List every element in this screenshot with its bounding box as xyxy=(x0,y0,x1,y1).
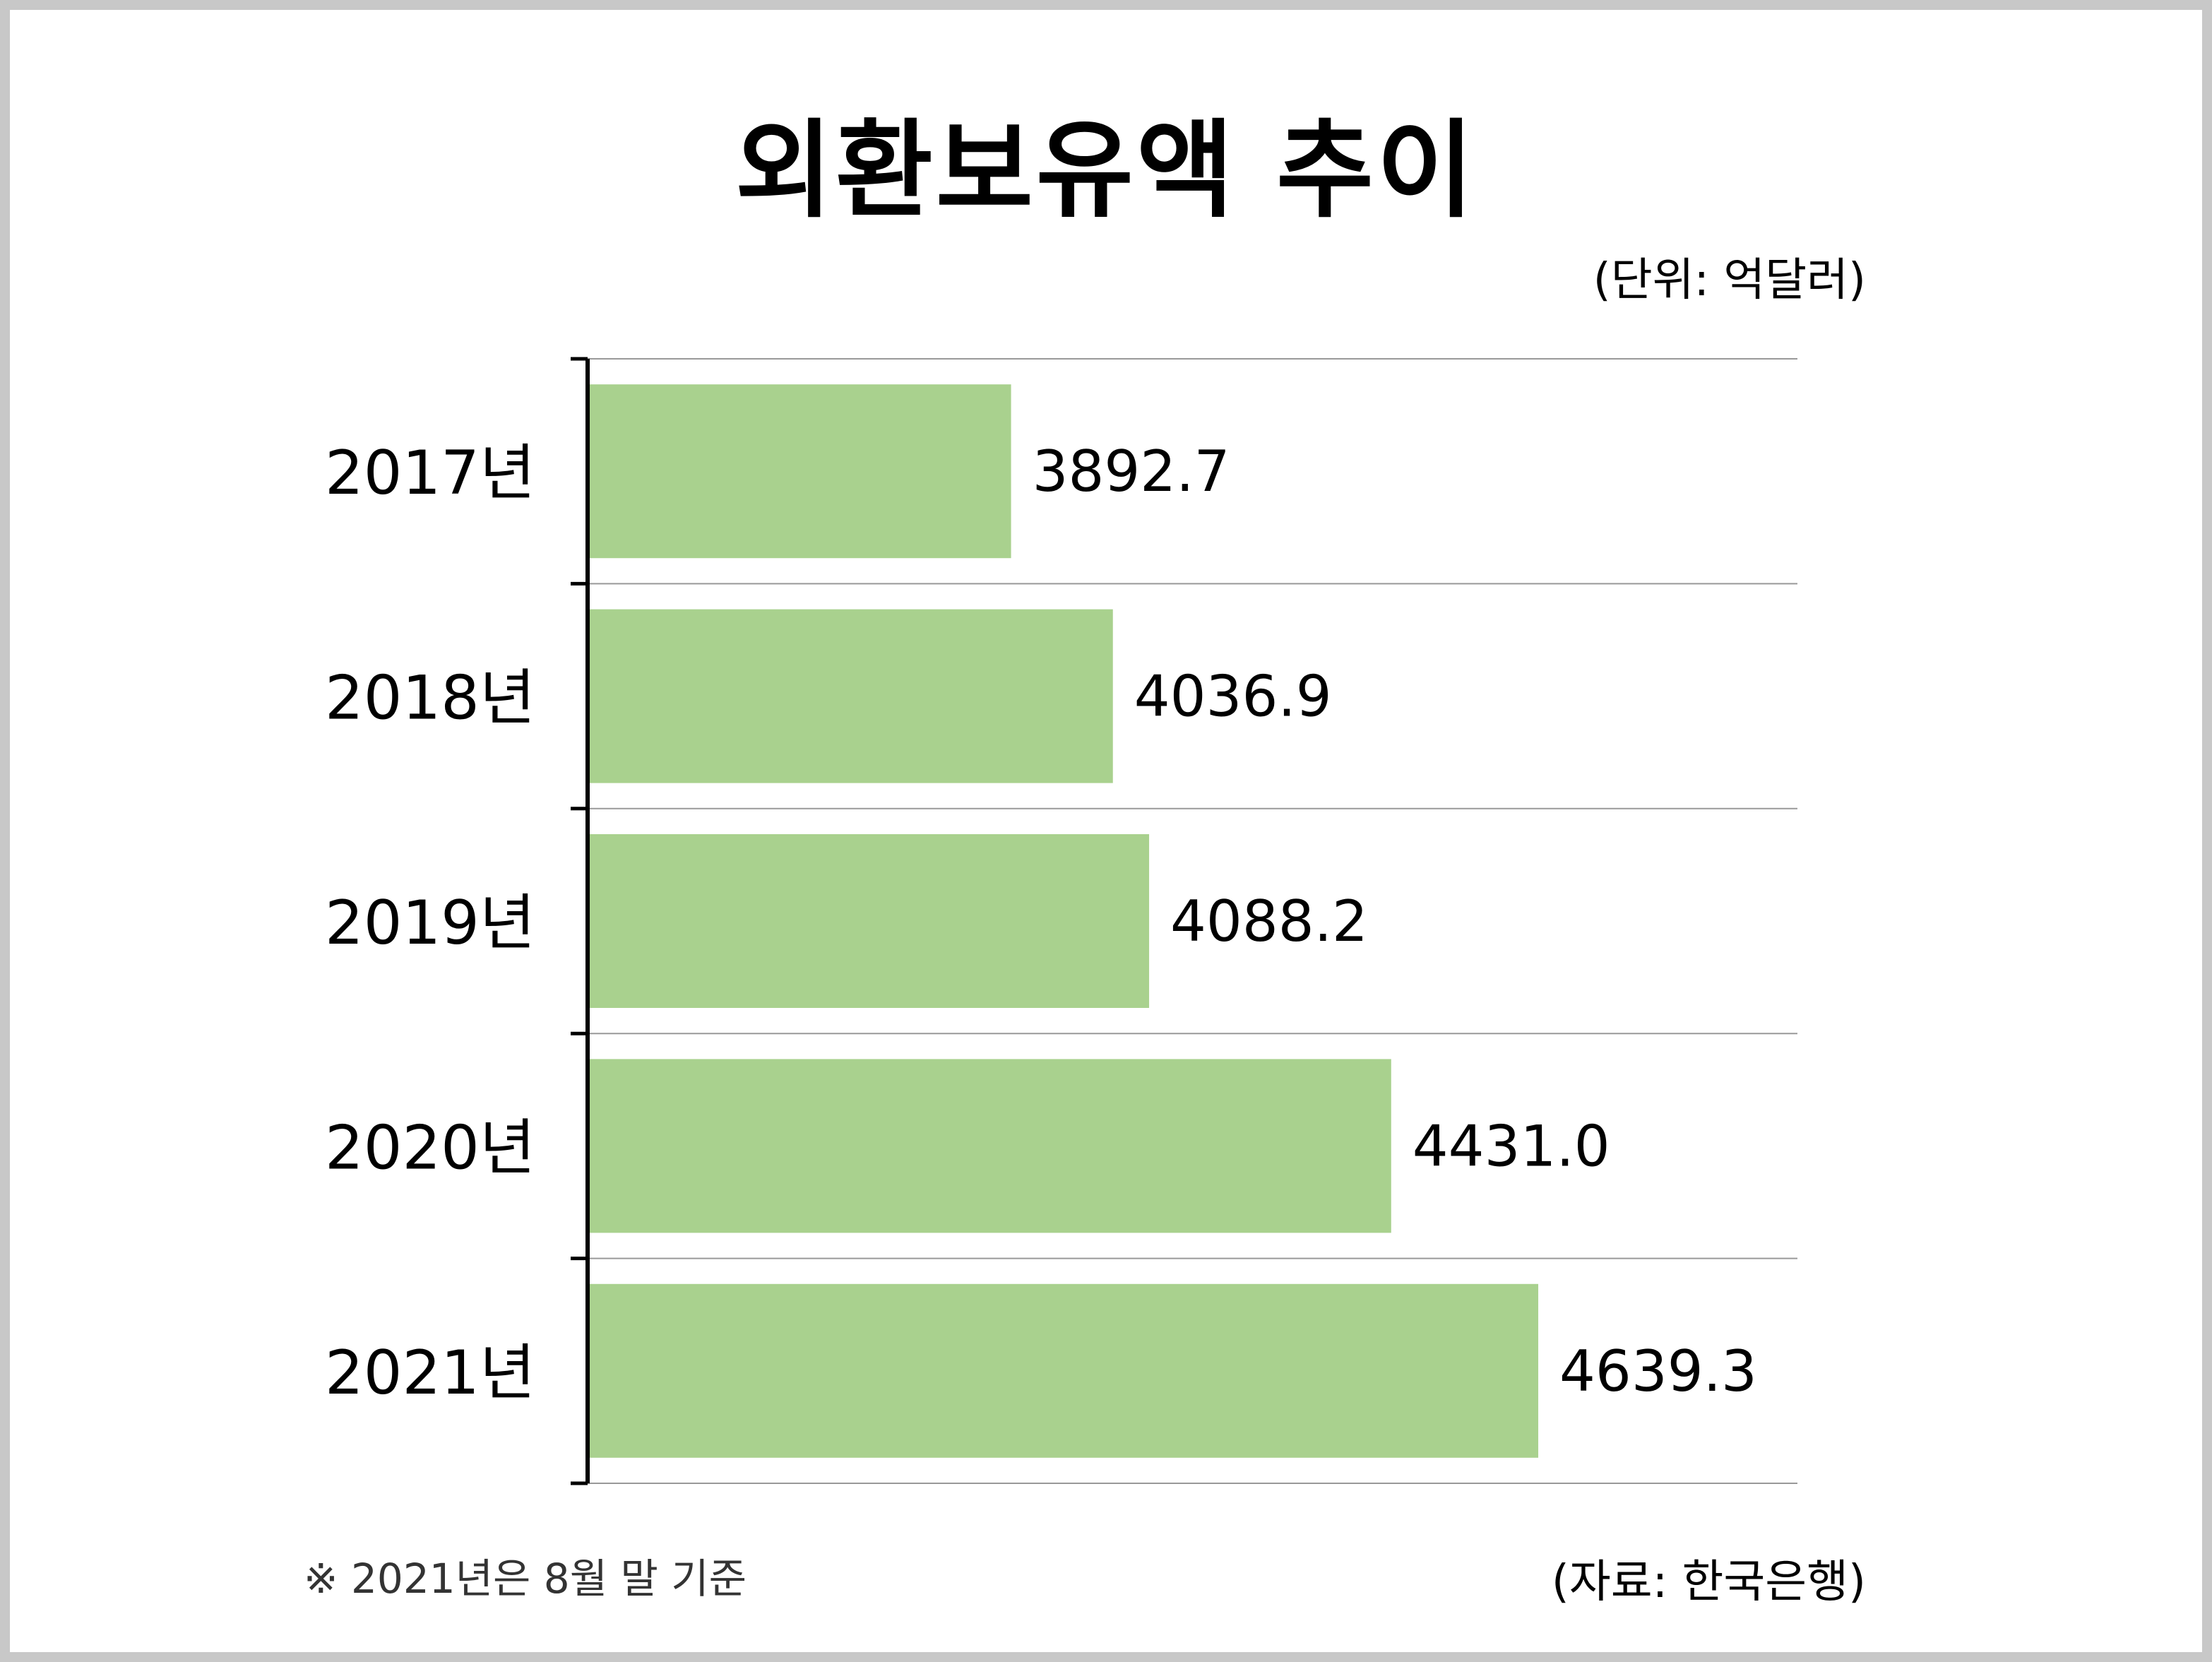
footnote: ※ 2021년은 8월 말 기준 xyxy=(304,1555,747,1603)
value-label: 4088.2 xyxy=(1170,889,1368,954)
category-label: 2020년 xyxy=(325,1112,535,1183)
chart-title: 외환보유액 추이 xyxy=(735,109,1477,232)
bar xyxy=(588,1059,1391,1233)
value-label: 4036.9 xyxy=(1134,664,1332,730)
bar xyxy=(588,834,1150,1008)
category-label: 2019년 xyxy=(325,888,535,958)
category-label: 2018년 xyxy=(325,663,535,734)
gridlines xyxy=(588,358,1797,1484)
category-label: 2021년 xyxy=(325,1338,535,1408)
source-note: (자료: 한국은행) xyxy=(1551,1556,1866,1608)
y-axis xyxy=(571,357,590,1485)
labels: 3892.7 2017년 4036.9 2018년 4088.2 2019년 4431.0 2… xyxy=(325,438,1757,1408)
value-label: 4639.3 xyxy=(1559,1338,1757,1404)
bar xyxy=(588,609,1113,783)
unit-note: (단위: 억달러) xyxy=(1593,254,1866,307)
bars xyxy=(588,384,1539,1458)
bar xyxy=(588,1283,1539,1458)
value-label: 4431.0 xyxy=(1413,1113,1610,1179)
bar xyxy=(588,384,1011,559)
value-label: 3892.7 xyxy=(1033,439,1230,504)
category-label: 2017년 xyxy=(325,438,535,509)
